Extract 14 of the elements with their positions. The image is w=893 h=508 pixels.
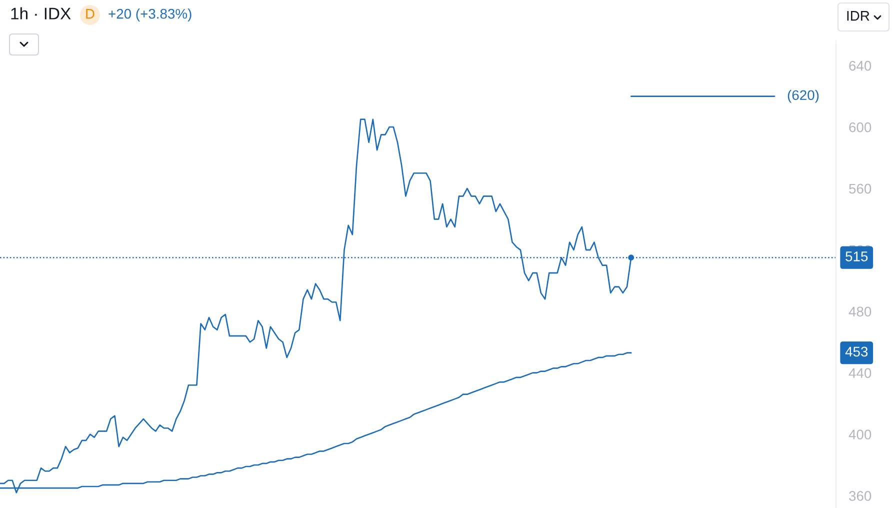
series-label: (620) bbox=[788, 90, 819, 103]
ref-line-label: 515 bbox=[846, 252, 868, 262]
text: D bbox=[86, 9, 94, 19]
text: IDR bbox=[847, 11, 870, 21]
text: 453 bbox=[845, 346, 868, 357]
y-tick-label: 600 bbox=[849, 122, 872, 132]
chart-subtitle: +20 (+3.83%) bbox=[108, 8, 192, 22]
y-tick-label: 640 bbox=[849, 60, 872, 71]
y-tick-label: 480 bbox=[848, 306, 872, 317]
y-tick-label: 360 bbox=[849, 491, 872, 501]
chart-title: 1h · IDX bbox=[11, 7, 71, 20]
y-tick-label: 560 bbox=[849, 184, 872, 194]
y-tick-label: 440 bbox=[848, 368, 872, 378]
y-tick-label: 400 bbox=[848, 430, 872, 440]
